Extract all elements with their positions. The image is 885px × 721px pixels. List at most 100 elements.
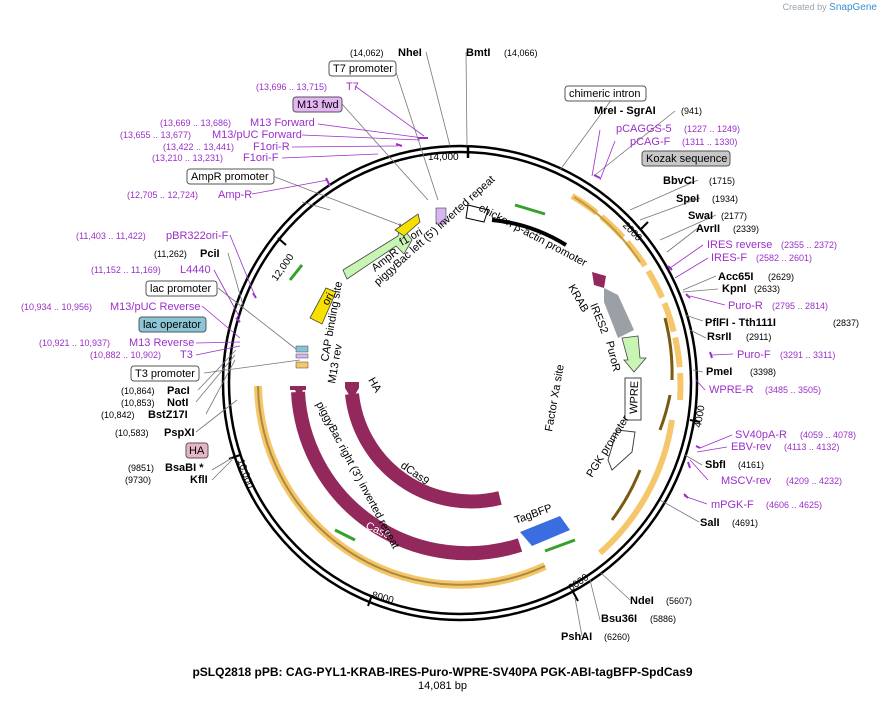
primer-label-f1ori-r: F1ori-R [253,141,290,153]
box-chimeric-intron: chimeric intron [569,88,641,100]
cba-promoter-arc [491,218,568,247]
site-label-bmti: BmtI [466,47,490,59]
primer-pos-l4440: (11,152 .. 11,169) [91,265,161,275]
site-label-pcii: PciI [200,248,220,260]
site-label-bsu36i: Bsu36I [601,613,637,625]
credit-prefix: Created by [782,2,827,12]
primer-pos-mscv: (4209 .. 4232) [786,476,842,486]
box-ampr-promoter: AmpR promoter [191,171,269,183]
primer-labels: (13,696 .. 13,715) T7 (13,669 .. 13,686)… [21,81,856,511]
site-label-nhei: NheI [398,47,422,59]
tick-6000 [571,589,579,602]
site-pos-noti: (10,853) [121,398,155,408]
dcas9-arrowhead [345,388,359,400]
site-pos-bmti: (14,066) [504,48,538,58]
primer-label-puro-f: Puro-F [737,349,771,361]
site-pos-pmei: (3398) [750,367,776,377]
primer-label-mpgk: mPGK-F [711,499,754,511]
primer-label-ires-f: IRES-F [711,252,747,264]
site-label-swai: SwaI [688,210,713,222]
box-t3-promoter: T3 promoter [135,368,195,380]
primer-pos-puro-f: (3291 .. 3311) [780,350,835,360]
site-pos-avrii: (2339) [733,224,759,234]
puror-feature [621,335,647,373]
site-pos-pcii: (11,262) [154,249,187,259]
tick-label-4000: 4000 [693,404,708,428]
pgk-promoter-feature [607,429,636,471]
t3-box [295,361,309,369]
ori-feature [309,287,337,325]
site-label-mrei: MreI - SgrAI [594,105,656,117]
primer-label-pcagf: pCAG-F [630,136,671,148]
orange-arrow-a [573,196,641,263]
primer-label-pcaggs5: pCAGGS-5 [616,123,672,135]
primer-pos-puro-r: (2795 .. 2814) [772,301,828,311]
f1ori-feature [394,213,421,237]
primer-markers [235,137,713,499]
primer-label-l4440: L4440 [180,264,211,276]
site-label-ndei: NdeI [630,595,654,607]
snapgene-credit: Created by SnapGene [783,2,877,13]
site-label-pflfi: PflFI - Tth111I [705,317,776,329]
tick-4000 [689,419,701,423]
orange-arrow-c [658,394,672,431]
primer-pos-m13fwd: (13,669 .. 13,686) [160,118,231,128]
site-label-acc65i: Acc65I [718,271,753,283]
primer-pos-ires-f: (2582 .. 2601) [756,253,812,263]
green-arrow-1 [514,203,546,216]
primer-pos-f1ori-f: (13,210 .. 13,231) [152,153,223,163]
ha-box [345,382,359,388]
primer-pos-mpgk: (4606 .. 4625) [766,500,822,510]
site-label-paci: PacI [167,385,190,397]
primer-pos-ires-rev: (2355 .. 2372) [781,240,837,250]
wpre-feature [624,377,642,421]
site-pos-nhei: (14,062) [350,48,384,58]
site-pos-sbfi: (4161) [738,460,764,470]
site-label-pspxi: PspXI [164,427,195,439]
tagbfp-feature [520,516,570,546]
label-factor-xa: Factor Xa site [543,364,567,433]
site-label-bstz17i: BstZ17I [148,409,188,421]
primer-label-mscv: MSCV-rev [721,475,772,487]
site-pos-swai: (2177) [721,211,747,221]
tick-8000 [367,594,373,607]
dcas9-arc [345,393,502,509]
site-label-avrii: AvrII [696,223,720,235]
orange-arrow-d [610,469,642,521]
primer-label-ampr: Amp-R [218,189,252,201]
primer-pos-sv40pa: (4059 .. 4078) [800,430,856,440]
site-pos-pflfi: (2837) [833,318,859,328]
tick-12000 [277,237,287,246]
lac-box [295,345,309,353]
feature-arc-cas9-frame-inner [257,385,546,586]
primer-label-t3: T3 [180,349,193,361]
chimeric-intron-arrow [465,204,489,223]
site-label-bsabi: BsaBI * [165,462,204,474]
primer-pos-pcaggs5: (1227 .. 1249) [684,124,740,134]
site-pos-sali: (4691) [732,518,758,528]
site-pos-bsabi: (9851) [128,463,154,473]
box-t7-promoter: T7 promoter [333,63,393,75]
box-lac-promoter: lac promoter [150,283,211,295]
site-label-rsrii: RsrII [707,331,731,343]
box-m13-fwd: M13 fwd [297,99,339,111]
site-pos-pspxi: (10,583) [115,428,149,438]
credit-brand: SnapGene [829,2,877,13]
site-pos-rsrii: (2911) [746,332,771,342]
site-pos-kpni: (2633) [754,284,780,294]
label-wpre: WPRE [628,381,641,414]
primer-pos-pbr322: (11,403 .. 11,422) [76,231,146,241]
feature-labels: chicken β-actin promoter KRAB IRES2 Puro… [313,174,641,551]
label-ha-inner: HA [365,376,383,396]
site-pos-bbvci: (1715) [709,176,735,186]
primer-pos-m13rev: (10,921 .. 10,937) [39,338,110,348]
primer-label-pbr322: pBR322ori-F [166,230,229,242]
site-pos-ndei: (5607) [666,596,692,606]
site-label-sali: SalI [700,517,720,529]
green-arrow-2 [544,538,576,553]
site-label-pshai: PshAI [561,631,592,643]
primer-pos-m13puc-fwd: (13,655 .. 13,677) [120,130,191,140]
site-pos-bsu36i: (5886) [650,614,676,624]
tick-2000 [639,221,649,231]
site-pos-bstz17i: (10,842) [101,410,135,420]
